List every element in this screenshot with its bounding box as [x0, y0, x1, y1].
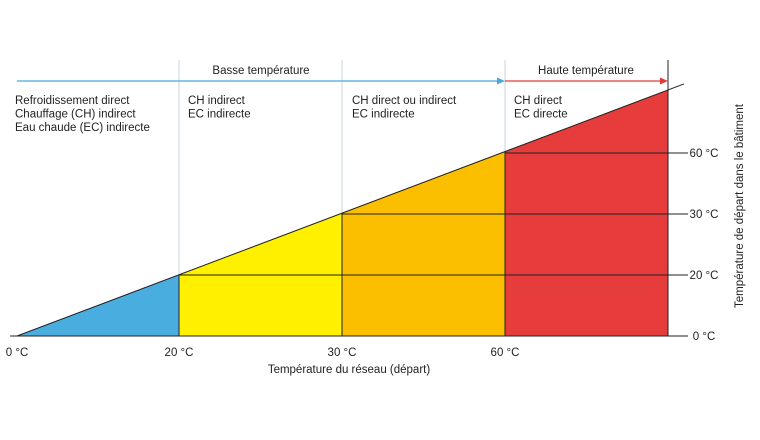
zone-4-label-line-2: EC directe: [514, 109, 568, 121]
band-arrow-low-head: [497, 77, 505, 85]
y-axis-title: Température de départ dans le bâtiment: [734, 103, 746, 308]
y-tick-label: 60 °C: [690, 148, 719, 160]
zone-4-area: [505, 90, 668, 336]
zone-4-label-line-1: CH direct: [514, 95, 563, 107]
zone-3-label-line-1: CH direct ou indirect: [352, 95, 457, 107]
zone-2-label-line-1: CH indirect: [188, 95, 246, 107]
x-tick-label: 30 °C: [328, 347, 357, 359]
x-tick-label: 0 °C: [6, 347, 29, 359]
zone-2-label-line-2: EC indirecte: [188, 109, 251, 121]
x-tick-label: 20 °C: [165, 347, 194, 359]
zone-3-area: [342, 151, 505, 336]
y-tick-label: 20 °C: [690, 270, 719, 282]
y-tick-label: 30 °C: [690, 209, 719, 221]
band-arrow-high-head: [660, 77, 668, 85]
zone-1-label-line-2: Chauffage (CH) indirect: [15, 109, 136, 121]
y-tick-label: 0 °C: [693, 331, 716, 343]
x-axis-title: Température du réseau (départ): [268, 364, 431, 376]
x-tick-label: 60 °C: [491, 347, 520, 359]
band-label-high: Haute température: [538, 65, 634, 77]
zone-3-label-line-2: EC indirecte: [352, 109, 415, 121]
diagonal-line: [16, 83, 685, 337]
zone-1-label-line-1: Refroidissement direct: [15, 95, 130, 107]
zone-1-label-line-3: Eau chaude (EC) indirecte: [15, 122, 150, 134]
band-label-low: Basse température: [212, 65, 309, 77]
